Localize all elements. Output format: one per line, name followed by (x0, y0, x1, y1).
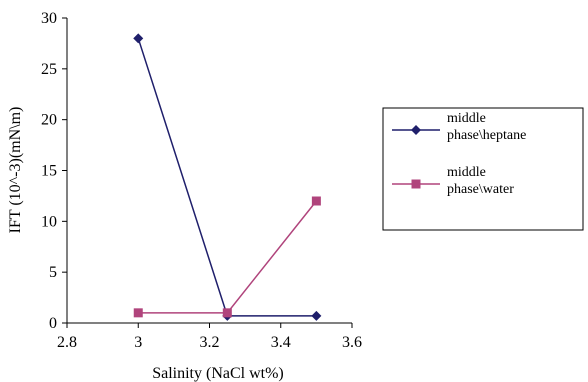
y-axis-title: IFT (10^-3)(mN\m) (7, 107, 24, 234)
y-tick-label: 10 (41, 213, 57, 230)
data-point (311, 196, 321, 206)
data-point (311, 310, 322, 321)
legend-label: middle (447, 111, 486, 126)
legend-swatch-marker (411, 179, 421, 189)
x-tick-label: 3.4 (271, 334, 291, 351)
y-tick-label: 25 (41, 61, 57, 78)
legend-swatch-marker (411, 125, 421, 135)
legend-entry-0: middle phase\heptane (392, 111, 526, 143)
y-tick-label: 5 (49, 264, 57, 281)
legend: middle phase\heptane middle phase\water (382, 107, 584, 231)
series-0 (133, 33, 322, 321)
y-tick-label: 0 (49, 315, 57, 332)
data-point (133, 33, 144, 44)
y-ticks: 0 5 10 15 20 25 30 (41, 10, 67, 332)
legend-label: phase\heptane (447, 128, 526, 143)
x-tick-label: 3.2 (200, 334, 220, 351)
series-1 (133, 196, 321, 318)
data-point (222, 308, 232, 318)
series-line (138, 200, 317, 314)
x-tick-label: 3.6 (342, 334, 362, 351)
legend-entry-1: middle phase\water (392, 165, 514, 197)
legend-label: middle (447, 165, 486, 180)
y-tick-label: 20 (41, 112, 57, 129)
data-point (133, 308, 143, 318)
series-layer (133, 33, 322, 321)
axes (66, 18, 352, 324)
x-axis-title: Salinity (NaCl wt%) (152, 365, 284, 382)
legend-label: phase\water (447, 182, 514, 197)
series-line (137, 38, 317, 317)
y-tick-label: 30 (41, 10, 57, 27)
x-tick-label: 2.8 (57, 334, 77, 351)
x-ticks: 2.8 3 3.2 3.4 3.6 (57, 323, 362, 351)
x-tick-label: 3 (134, 334, 142, 351)
y-tick-label: 15 (41, 163, 57, 180)
